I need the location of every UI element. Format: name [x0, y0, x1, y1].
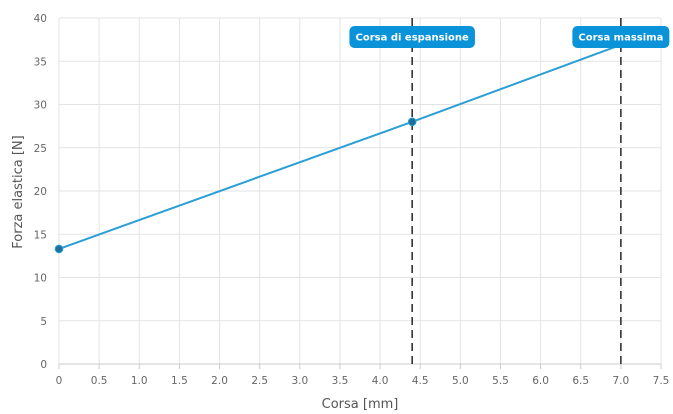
x-tick-label: 0	[56, 375, 63, 387]
x-tick-label: 6.5	[572, 375, 589, 387]
x-tick-label: 2.5	[251, 375, 268, 387]
x-tick-label: 7.5	[653, 375, 670, 387]
y-tick-label: 10	[34, 273, 47, 285]
x-tick-label: 1.5	[171, 375, 188, 387]
x-axis-title: Corsa [mm]	[322, 397, 399, 412]
y-tick-label: 35	[34, 56, 47, 68]
y-tick-label: 20	[34, 186, 47, 198]
annotation-box	[572, 26, 670, 48]
tick-labels: 0 0.5 1.0 1.5 2.0 2.5 3.0 3.5 4.0 4.5 5.0 5.5 6.0 6.5…	[34, 13, 670, 387]
y-tick-label: 40	[34, 13, 47, 25]
markers	[54, 117, 417, 254]
data-point	[54, 244, 64, 254]
x-tick-label: 4.5	[412, 375, 429, 387]
x-tick-label: 7.0	[613, 375, 630, 387]
x-tick-label: 4.0	[372, 375, 389, 387]
data-point	[407, 117, 417, 127]
annotation-label: Corsa massima	[578, 33, 663, 44]
x-tick-label: 3.0	[291, 375, 308, 387]
y-tick-label: 0	[40, 359, 47, 371]
grid	[58, 17, 662, 369]
x-tick-label: 6.0	[532, 375, 549, 387]
reference-lines	[411, 18, 622, 364]
y-tick-label: 30	[34, 100, 47, 112]
x-tick-label: 5.0	[452, 375, 469, 387]
y-tick-label: 15	[34, 229, 47, 241]
x-tick-label: 0.5	[91, 375, 108, 387]
y-tick-label: 5	[40, 316, 47, 328]
annotation-box	[349, 26, 475, 48]
x-tick-label: 3.5	[332, 375, 349, 387]
annotation-label: Corsa di espansione	[356, 33, 470, 44]
x-tick-label: 5.5	[492, 375, 509, 387]
x-tick-label: 2.0	[211, 375, 228, 387]
x-tick-label: 1.0	[131, 375, 148, 387]
annotation-badge: Corsa di espansione	[349, 26, 475, 48]
annotations: Corsa di espansione Corsa massima	[349, 26, 670, 48]
y-axis-title: Forza elastica [N]	[11, 135, 26, 248]
annotation-badge: Corsa massima	[572, 26, 670, 48]
y-tick-label: 25	[34, 143, 47, 155]
